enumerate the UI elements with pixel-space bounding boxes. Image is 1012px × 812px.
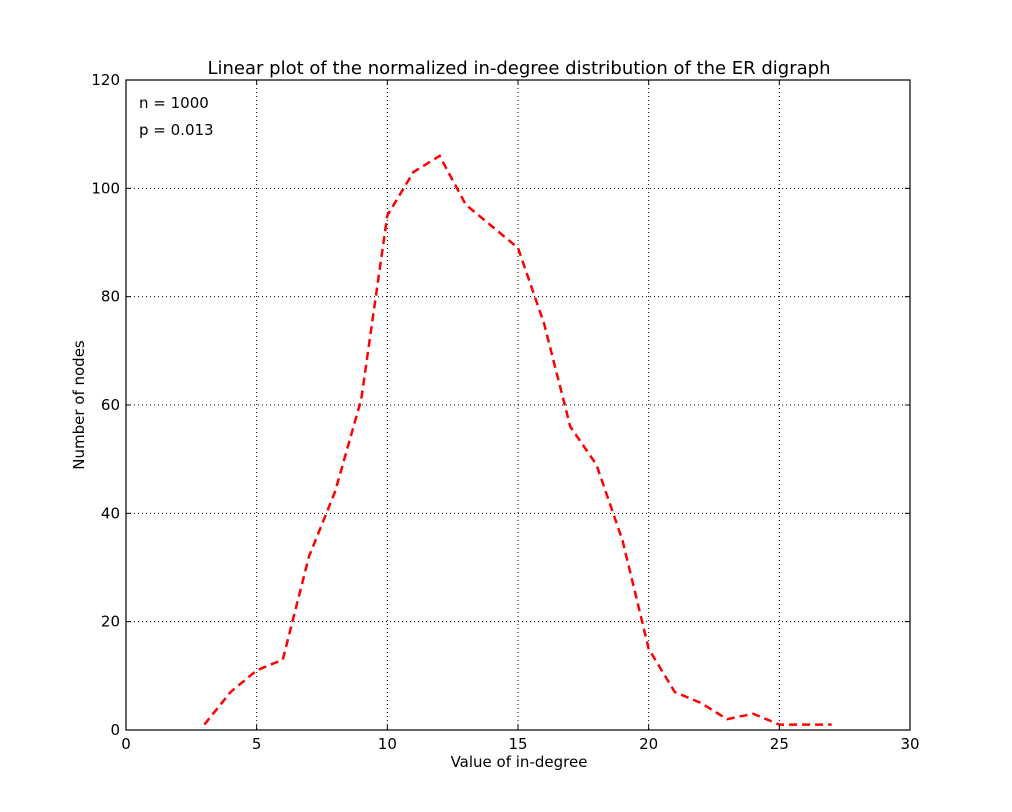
x-tick-label: 0 [121, 735, 131, 753]
y-tick-label: 60 [101, 396, 120, 414]
x-tick-label: 20 [639, 735, 658, 753]
x-tick-label: 10 [378, 735, 397, 753]
annotation-0: n = 1000 [139, 94, 209, 112]
x-axis-label: Value of in-degree [451, 753, 588, 771]
y-tick-label: 80 [101, 288, 120, 306]
grid [126, 80, 910, 730]
y-tick-label: 0 [110, 721, 120, 739]
chart-title: Linear plot of the normalized in-degree … [207, 58, 830, 79]
ticks: 0 5 10 15 20 25 30 0 20 40 60 80 100 120 [91, 71, 919, 753]
annotations: n = 1000 p = 0.013 [139, 94, 214, 139]
y-tick-label: 120 [91, 71, 120, 89]
x-tick-label: 30 [900, 735, 919, 753]
x-tick-label: 15 [508, 735, 527, 753]
series-line [203, 154, 832, 726]
annotation-1: p = 0.013 [139, 121, 214, 139]
y-axis-label: Number of nodes [70, 340, 88, 470]
series-group [203, 154, 832, 726]
y-tick-label: 20 [101, 613, 120, 631]
x-tick-label: 25 [770, 735, 789, 753]
y-tick-label: 100 [91, 179, 120, 197]
x-tick-label: 5 [252, 735, 262, 753]
y-tick-label: 40 [101, 504, 120, 522]
